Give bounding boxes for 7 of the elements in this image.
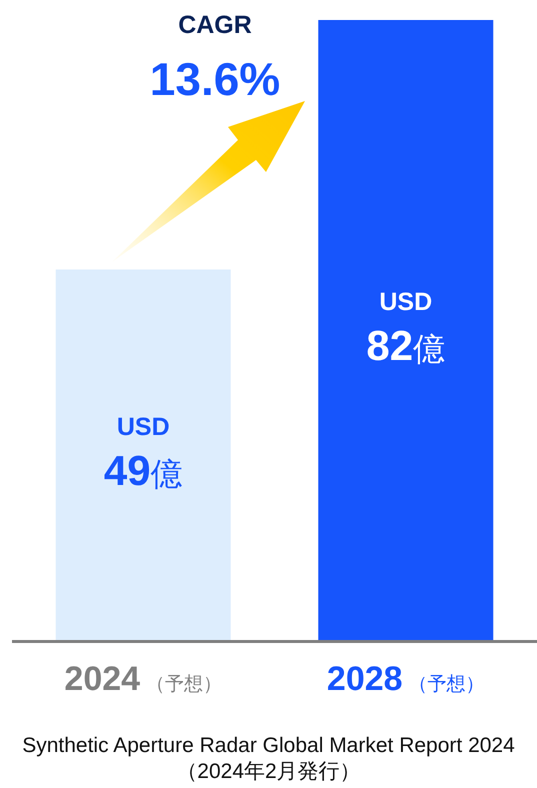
data-label: USD 49億 bbox=[104, 412, 183, 494]
annotation: CAGR bbox=[178, 11, 252, 39]
x-tick-label: 2028（予想） bbox=[326, 660, 485, 698]
data-label: USD 82億 bbox=[366, 288, 446, 369]
x-tick-label: 2024（予想） bbox=[64, 660, 222, 698]
annotation: 13.6% bbox=[150, 53, 280, 105]
text: Synthetic Aperture Radar Global Market Report 2024（2024年2月発行） bbox=[21, 733, 516, 785]
